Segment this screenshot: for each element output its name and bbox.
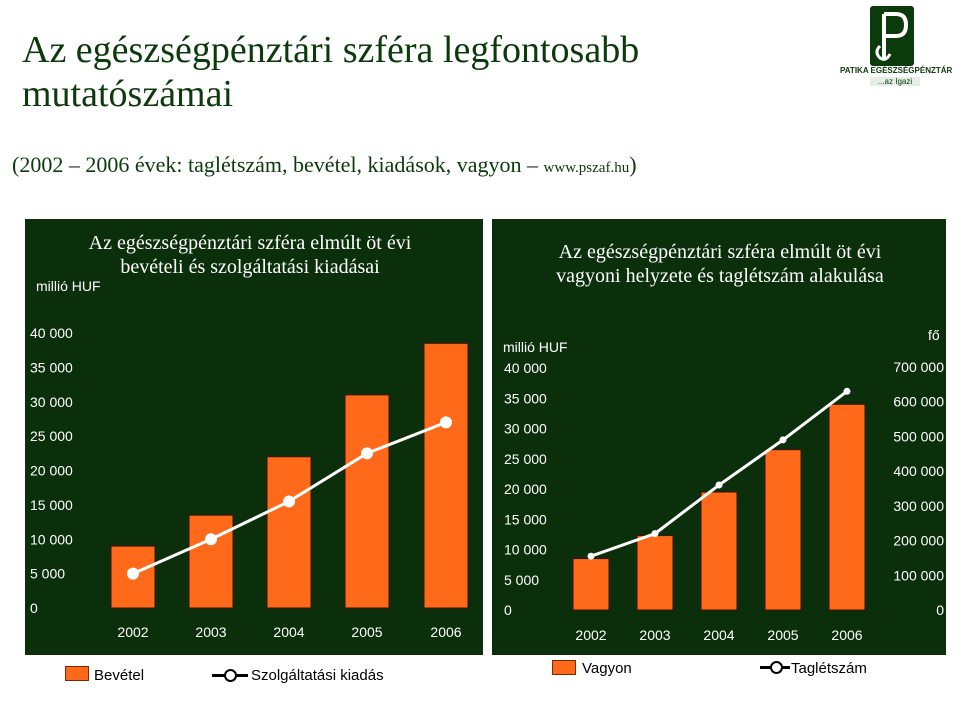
y-tick-label: 15 000 — [30, 497, 73, 513]
y-axis-unit-right-chart: millió HUF — [503, 339, 568, 355]
y-tick-label: 5 000 — [504, 572, 539, 588]
y2-tick-label: 300 000 — [893, 498, 944, 514]
x-tick-label: 2004 — [703, 627, 734, 643]
legend-marker-tagletszam — [770, 661, 783, 674]
subtitle-close: ) — [629, 152, 637, 177]
line-point — [651, 530, 659, 538]
y-tick-label: 25 000 — [504, 451, 547, 467]
bar — [266, 456, 312, 609]
line-point — [361, 447, 373, 460]
legend-label-kiadas: Szolgáltatási kiadás — [251, 667, 384, 684]
y-tick-label: 35 000 — [30, 359, 73, 375]
brand-logo: PATIKA EGÉSZSÉGPÉNZTÁR ...az Igazi — [840, 4, 953, 92]
line-point — [205, 533, 217, 546]
line-point — [715, 481, 723, 489]
y-axis-unit-left: millió HUF — [36, 278, 101, 294]
y-tick-label: 35 000 — [504, 390, 547, 406]
x-tick-label: 2006 — [831, 627, 862, 643]
y-tick-label: 5 000 — [30, 566, 65, 582]
y2-axis-unit: fő — [928, 327, 940, 343]
bar — [636, 535, 674, 611]
legend-label-bevetel: Bevétel — [94, 667, 145, 684]
x-tick-label: 2003 — [639, 627, 670, 643]
line-point — [843, 387, 851, 395]
line-point — [440, 416, 452, 429]
subtitle-main: (2002 – 2006 évek: taglétszám, bevétel, … — [12, 152, 539, 177]
y-tick-label: 20 000 — [30, 463, 73, 479]
ph-monogram-icon — [870, 6, 914, 66]
source-link[interactable]: www.pszaf.hu — [543, 160, 630, 176]
line-point — [587, 552, 595, 560]
line-point — [283, 495, 295, 508]
legend-label-vagyon: Vagyon — [582, 660, 632, 677]
y2-tick-label: 0 — [936, 602, 944, 618]
bar — [344, 394, 390, 609]
bar — [188, 514, 234, 609]
y-tick-label: 25 000 — [30, 428, 73, 444]
chart-title-income: Az egészségpénztári szféra elmúlt öt évi… — [88, 232, 412, 278]
x-tick-label: 2002 — [117, 624, 148, 640]
y-tick-label: 10 000 — [30, 531, 73, 547]
y-tick-label: 0 — [504, 602, 512, 618]
x-tick-label: 2004 — [273, 624, 304, 640]
logo-name: PATIKA EGÉSZSÉGPÉNZTÁR — [840, 66, 953, 75]
page-title: Az egészségpénztári szféra legfontosabb … — [22, 29, 640, 115]
x-tick-label: 2005 — [351, 624, 382, 640]
bar — [423, 342, 469, 609]
bar — [572, 558, 610, 611]
y-tick-label: 30 000 — [504, 421, 547, 437]
y-tick-label: 20 000 — [504, 481, 547, 497]
y2-tick-label: 200 000 — [893, 533, 944, 549]
y-tick-label: 40 000 — [504, 360, 547, 376]
y2-tick-label: 500 000 — [893, 428, 944, 444]
y-tick-label: 30 000 — [30, 394, 73, 410]
x-tick-label: 2006 — [430, 624, 461, 640]
legend-label-tagletszam: Taglétszám — [791, 660, 867, 677]
y2-tick-label: 600 000 — [893, 394, 944, 410]
chart-title-assets: Az egészségpénztári szféra elmúlt öt évi… — [556, 241, 884, 287]
x-tick-label: 2005 — [767, 627, 798, 643]
legend-swatch-vagyon — [552, 660, 576, 675]
y2-tick-label: 100 000 — [893, 567, 944, 583]
y2-tick-label: 400 000 — [893, 463, 944, 479]
legend-marker-kiadas — [224, 669, 237, 682]
x-tick-label: 2002 — [575, 627, 606, 643]
y-tick-label: 40 000 — [30, 325, 73, 341]
legend-swatch-bevetel — [65, 666, 89, 681]
y-tick-label: 0 — [30, 600, 38, 616]
y-tick-label: 15 000 — [504, 511, 547, 527]
y2-tick-label: 700 000 — [893, 359, 944, 375]
bar — [700, 491, 738, 611]
page-subtitle: (2002 – 2006 évek: taglétszám, bevétel, … — [12, 152, 637, 178]
logo-tagline: ...az Igazi — [870, 77, 920, 86]
y-tick-label: 10 000 — [504, 542, 547, 558]
bar — [764, 449, 802, 611]
bar — [828, 403, 866, 611]
line-point — [127, 567, 139, 580]
x-tick-label: 2003 — [195, 624, 226, 640]
line-point — [779, 436, 787, 444]
